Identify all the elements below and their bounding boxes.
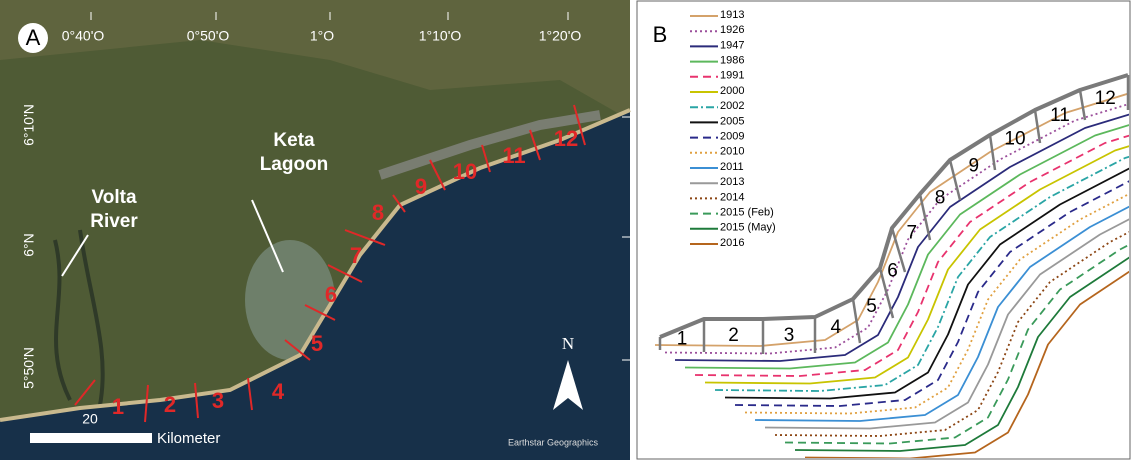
longitude-label: 1°10'O bbox=[419, 28, 462, 44]
legend-label: 1926 bbox=[720, 24, 744, 36]
segment-label: 6 bbox=[887, 261, 898, 282]
legend-label: 1991 bbox=[720, 70, 744, 82]
segment-label: 8 bbox=[935, 188, 946, 209]
panel-label: A bbox=[26, 25, 41, 50]
longitude-label: 1°O bbox=[310, 28, 334, 44]
legend-label: 2015 (May) bbox=[720, 222, 776, 234]
segment-label: 6 bbox=[325, 282, 337, 307]
legend-label: 2014 bbox=[720, 191, 744, 203]
place-label: Lagoon bbox=[260, 154, 329, 175]
segment-label: 10 bbox=[1004, 129, 1025, 150]
segment-label: 2 bbox=[164, 392, 176, 417]
longitude-label: 0°40'O bbox=[62, 28, 105, 44]
segment-label: 12 bbox=[1095, 88, 1116, 109]
place-label: River bbox=[90, 211, 138, 232]
figure: A 20 Kilometer N Earthstar Geographics B… bbox=[0, 0, 1131, 460]
legend-label: 2016 bbox=[720, 237, 744, 249]
legend-label: 2015 (Feb) bbox=[720, 207, 774, 219]
panel-b bbox=[637, 1, 1130, 459]
segment-label: 2 bbox=[728, 325, 739, 346]
longitude-label: 0°50'O bbox=[187, 28, 230, 44]
credit: Earthstar Geographics bbox=[508, 437, 599, 447]
segment-label: 11 bbox=[1050, 105, 1070, 126]
panel-label: B bbox=[653, 22, 668, 47]
segment-label: 5 bbox=[866, 296, 877, 317]
segment-label: 1 bbox=[112, 394, 124, 419]
segment-label: 4 bbox=[830, 317, 841, 338]
segment-label: 8 bbox=[372, 200, 384, 225]
legend-label: 2005 bbox=[720, 115, 744, 127]
segment-label: 5 bbox=[311, 331, 323, 356]
segment-label: 9 bbox=[415, 174, 427, 199]
latitude-label: 6°N bbox=[21, 233, 37, 257]
north-label: N bbox=[562, 334, 574, 353]
legend-label: 2013 bbox=[720, 176, 744, 188]
place-label: Volta bbox=[91, 187, 136, 208]
segment-label: 7 bbox=[906, 223, 917, 244]
scale-unit: Kilometer bbox=[157, 430, 220, 447]
longitude-label: 1°20'O bbox=[539, 28, 582, 44]
segment-label: 7 bbox=[350, 243, 362, 268]
legend-label: 1986 bbox=[720, 55, 744, 67]
legend-label: 2000 bbox=[720, 85, 744, 97]
legend-label: 2009 bbox=[720, 131, 744, 143]
scale-label: 20 bbox=[82, 411, 98, 427]
page: A 20 Kilometer N Earthstar Geographics B… bbox=[0, 0, 1131, 460]
legend-label: 2010 bbox=[720, 146, 744, 158]
segment-label: 1 bbox=[677, 329, 688, 350]
segment-label: 10 bbox=[453, 159, 477, 184]
legend-label: 2002 bbox=[720, 100, 744, 112]
segment-label: 3 bbox=[212, 388, 224, 413]
legend-label: 2011 bbox=[720, 161, 744, 173]
segment-label: 3 bbox=[784, 325, 795, 346]
segment-label: 9 bbox=[968, 155, 979, 176]
legend-label: 1913 bbox=[720, 9, 744, 21]
segment-label: 4 bbox=[272, 379, 285, 404]
legend-label: 1947 bbox=[720, 39, 744, 51]
scale-bar bbox=[30, 433, 152, 443]
latitude-label: 5°50'N bbox=[21, 347, 37, 389]
segment-label: 11 bbox=[502, 143, 525, 168]
segment-label: 12 bbox=[554, 126, 578, 151]
latitude-label: 6°10'N bbox=[21, 104, 37, 146]
place-label: Keta bbox=[273, 130, 315, 151]
